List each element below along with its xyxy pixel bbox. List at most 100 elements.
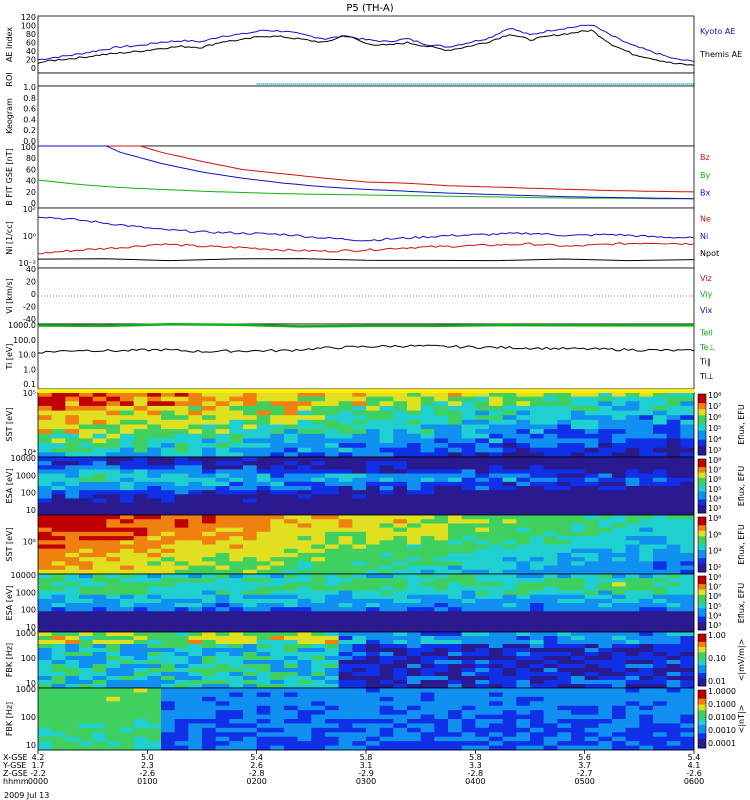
- fbk_e-cell: [147, 632, 162, 637]
- esa_ion-cell: [243, 469, 258, 475]
- fbk_b-cell: [557, 732, 572, 738]
- sst_ion-cell: [420, 424, 435, 430]
- fbk_e-ytick: 100: [21, 654, 36, 663]
- sst_ion-cell: [598, 447, 613, 453]
- esa_ion-cell: [51, 486, 66, 491]
- sst_elec-cell: [680, 536, 695, 541]
- fbk_e-cell: [407, 640, 422, 645]
- sst_elec-cell: [133, 536, 148, 541]
- esa_elec-cell: [215, 582, 230, 587]
- sst_elec-cell: [475, 565, 490, 571]
- sst_ion-cell: [202, 419, 217, 425]
- esa_elec-cell: [366, 582, 381, 587]
- fbk_e-cell: [420, 672, 435, 677]
- sst_ion-cell: [502, 424, 517, 430]
- esa_elec-cell: [598, 607, 613, 612]
- fbk_b-cell: [543, 696, 558, 702]
- fbk_b-cell: [133, 701, 148, 707]
- sst_elec-cell: [530, 557, 545, 562]
- sst_ion-cell: [393, 424, 408, 430]
- esa_ion-cell: [38, 494, 53, 499]
- esa_ion-cell: [243, 502, 258, 508]
- sst_elec-cell: [461, 557, 476, 562]
- sst_elec-heatmap: [38, 515, 695, 575]
- esa_elec-cell: [434, 623, 449, 629]
- esa_ion-cell: [625, 502, 640, 508]
- fbk_b-cell: [215, 745, 230, 751]
- sst_ion-cell: [65, 396, 80, 402]
- sst_ion-cell: [461, 405, 476, 412]
- fbk_b-cell: [297, 736, 312, 742]
- fbk_b-cell: [653, 701, 668, 707]
- sst_ion-cell: [120, 447, 135, 453]
- esa_elec-cell: [38, 594, 53, 600]
- esa_ion-cell: [475, 465, 490, 470]
- fbk_b-cell: [502, 736, 517, 742]
- sst_elec-cell: [202, 531, 217, 537]
- esa_elec-cell: [51, 619, 66, 625]
- sst_ion-cell: [639, 447, 654, 453]
- fbk_b-cell: [147, 741, 162, 747]
- esa_ion-cell: [338, 477, 353, 483]
- sst_elec-cell: [625, 515, 640, 520]
- fbk_b-cell: [407, 696, 422, 702]
- esa_elec-cell: [297, 598, 312, 604]
- sst_elec-cell: [106, 552, 121, 558]
- esa_elec-cell: [379, 582, 394, 587]
- fbk_b-colorbar-swatch: [698, 736, 706, 740]
- esa_elec-cell: [79, 627, 94, 633]
- esa_elec-cell: [38, 574, 53, 579]
- sst_ion-cell: [680, 419, 695, 425]
- fbk_b-cell: [420, 692, 435, 698]
- esa_ion-cell: [38, 469, 53, 475]
- sst_elec-cell: [557, 523, 572, 529]
- sst_elec-cell: [543, 540, 558, 545]
- sst_ion-cell: [256, 419, 271, 425]
- sst_ion-cell: [284, 447, 299, 453]
- esa_elec-cell: [420, 578, 435, 583]
- sst_ion-cell: [653, 433, 668, 439]
- sst_elec-cell: [284, 565, 299, 571]
- sst_elec-cell: [352, 523, 367, 529]
- esa_elec-cell: [202, 594, 217, 600]
- sst_ion-cell: [666, 392, 681, 398]
- fbk_e-cell: [188, 644, 203, 649]
- sst_elec-cell: [352, 552, 367, 558]
- fbk_b-cell: [120, 692, 135, 698]
- sst_ion-cell: [543, 405, 558, 412]
- fbk_e-cell: [325, 652, 340, 657]
- sst_elec-cell: [653, 565, 668, 571]
- sst_elec-cell: [584, 565, 599, 571]
- sst_elec-cell: [571, 540, 586, 545]
- sst_elec-cell: [325, 569, 340, 575]
- esa_elec-cell: [680, 619, 695, 625]
- sst_ion-cell: [680, 401, 695, 407]
- sst_elec-cell: [489, 540, 504, 545]
- sst_elec-cell: [352, 540, 367, 545]
- esa_ion-cell: [680, 473, 695, 479]
- fbk_b-cell: [38, 741, 53, 747]
- fbk_b-cell: [366, 696, 381, 702]
- fbk_b-cell: [584, 696, 599, 702]
- esa_elec-cell: [284, 607, 299, 612]
- fbk_b-cell: [79, 692, 94, 698]
- esa_elec-cell: [338, 578, 353, 583]
- fbk_b-cell: [106, 692, 121, 698]
- esa_ion-cell: [311, 490, 326, 495]
- sst_elec-cell: [475, 548, 490, 554]
- fbk_b-cell: [379, 710, 394, 716]
- esa_elec-cell: [133, 623, 148, 629]
- sst_ion-cell: [420, 401, 435, 407]
- sst_ion-cell: [338, 401, 353, 407]
- sst_ion-cell: [434, 443, 449, 449]
- fbk_b-cell: [338, 727, 353, 733]
- fbk_e-cell: [325, 684, 340, 689]
- sst_elec-cell: [666, 557, 681, 562]
- fbk_b-cell: [270, 696, 285, 702]
- sst_elec-cell: [680, 519, 695, 524]
- esa_ion-cell: [543, 506, 558, 512]
- fbk_b-cell: [530, 714, 545, 720]
- sst_elec-cell: [215, 519, 230, 524]
- sst_ion-cell: [133, 424, 148, 430]
